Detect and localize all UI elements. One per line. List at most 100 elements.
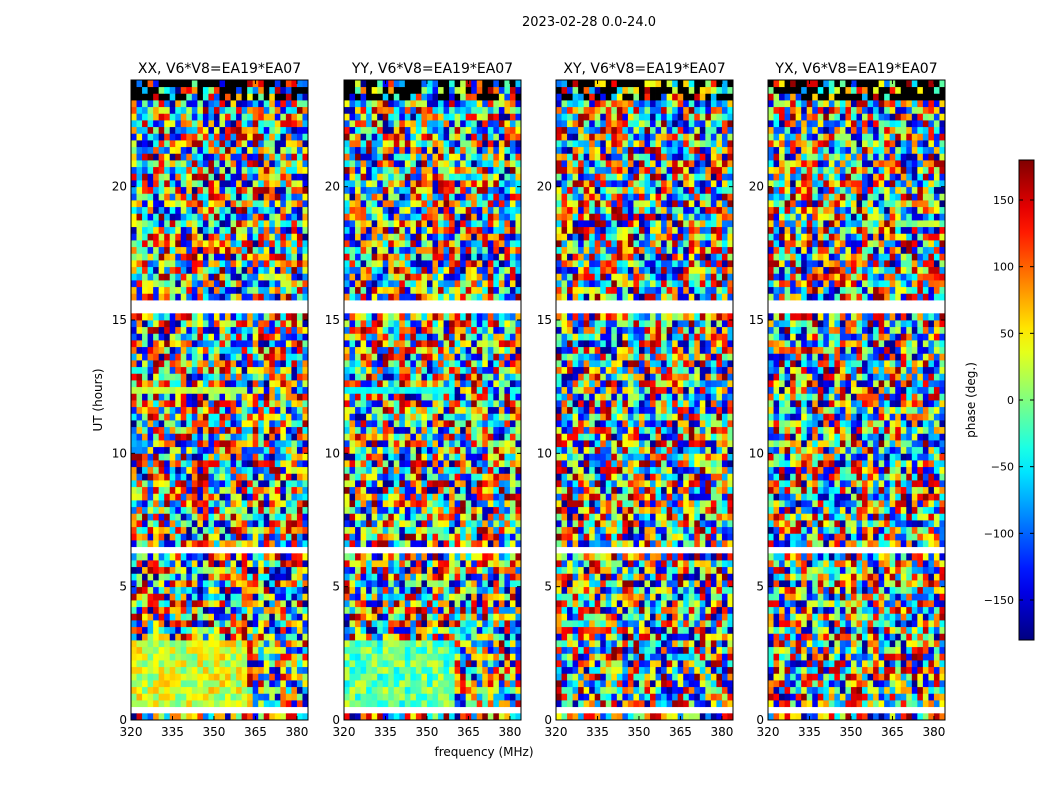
heatmap-cell xyxy=(285,433,292,441)
heatmap-cell xyxy=(164,566,171,574)
heatmap-cell xyxy=(443,320,450,328)
heatmap-cell xyxy=(208,280,215,288)
heatmap-cell xyxy=(158,360,165,368)
heatmap-cell xyxy=(186,620,193,628)
heatmap-cell xyxy=(208,646,215,654)
heatmap-cell xyxy=(186,286,193,294)
heatmap-cell xyxy=(274,260,281,268)
heatmap-cell xyxy=(382,426,389,434)
heatmap-cell xyxy=(415,506,422,514)
heatmap-cell xyxy=(498,573,505,581)
heatmap-cell xyxy=(449,586,456,594)
heatmap-cell xyxy=(208,540,215,548)
heatmap-cell xyxy=(465,413,472,421)
heatmap-cell xyxy=(285,366,292,374)
heatmap-cell xyxy=(509,713,516,721)
heatmap-cell xyxy=(280,173,287,181)
heatmap-cell xyxy=(175,100,182,108)
heatmap-cell xyxy=(269,513,276,521)
heatmap-cell xyxy=(344,333,350,341)
heatmap-cell xyxy=(191,366,198,374)
heatmap-cell xyxy=(191,93,198,101)
heatmap-cell xyxy=(197,160,204,168)
heatmap-cell xyxy=(153,486,160,494)
heatmap-cell xyxy=(482,513,489,521)
heatmap-cell xyxy=(158,560,165,568)
heatmap-cell xyxy=(236,333,243,341)
heatmap-cell xyxy=(202,480,209,488)
heatmap-cell xyxy=(371,386,378,394)
heatmap-cell xyxy=(471,360,478,368)
heatmap-cell xyxy=(219,286,226,294)
heatmap-cell xyxy=(476,380,483,388)
heatmap-cell xyxy=(258,240,265,248)
heatmap-cell xyxy=(153,240,160,248)
heatmap-cell xyxy=(382,326,389,334)
heatmap-cell xyxy=(131,620,137,628)
heatmap-cell xyxy=(504,486,511,494)
heatmap-cell xyxy=(263,166,270,174)
heatmap-cell xyxy=(247,273,254,281)
heatmap-cell xyxy=(476,280,483,288)
heatmap-cell xyxy=(208,80,215,88)
heatmap-cell xyxy=(432,653,439,661)
heatmap-cell xyxy=(349,540,356,548)
heatmap-cell xyxy=(280,106,287,114)
heatmap-cell xyxy=(399,293,406,301)
heatmap-cell xyxy=(252,480,259,488)
heatmap-cell xyxy=(460,553,467,561)
heatmap-cell xyxy=(443,333,450,341)
heatmap-cell xyxy=(230,500,237,508)
heatmap-cell xyxy=(415,486,422,494)
heatmap-cell xyxy=(213,580,220,588)
heatmap-cell xyxy=(377,393,384,401)
heatmap-cell xyxy=(371,446,378,454)
heatmap-cell xyxy=(175,606,182,614)
heatmap-cell xyxy=(388,553,395,561)
heatmap-cell xyxy=(476,700,483,708)
heatmap-cell xyxy=(280,246,287,254)
heatmap-cell xyxy=(302,166,309,174)
heatmap-cell xyxy=(236,246,243,254)
heatmap-cell xyxy=(136,486,143,494)
heatmap-cell xyxy=(355,593,361,601)
heatmap-cell xyxy=(258,193,265,201)
heatmap-cell xyxy=(432,646,439,654)
heatmap-cell xyxy=(498,453,505,461)
heatmap-cell xyxy=(280,326,287,334)
heatmap-cell xyxy=(487,560,494,568)
heatmap-cell xyxy=(302,493,309,501)
heatmap-cell xyxy=(191,606,198,614)
heatmap-cell xyxy=(349,473,356,481)
heatmap-cell xyxy=(515,486,522,494)
heatmap-cell xyxy=(241,173,248,181)
heatmap-cell xyxy=(449,693,456,701)
heatmap-cell xyxy=(197,373,204,381)
heatmap-cell xyxy=(438,620,444,628)
heatmap-cell xyxy=(366,493,373,501)
heatmap-cell xyxy=(399,560,406,568)
heatmap-cell xyxy=(415,693,422,701)
heatmap-cell xyxy=(515,453,522,461)
heatmap-cell xyxy=(355,273,361,281)
heatmap-cell xyxy=(426,493,433,501)
heatmap-cell xyxy=(213,466,220,474)
heatmap-cell xyxy=(142,113,148,121)
heatmap-cell xyxy=(460,426,467,434)
heatmap-cell xyxy=(471,466,478,474)
heatmap-cell xyxy=(131,366,137,374)
heatmap-cell xyxy=(274,460,281,468)
heatmap-cell xyxy=(208,353,215,361)
heatmap-cell xyxy=(280,160,287,168)
heatmap-cell xyxy=(438,400,444,408)
heatmap-cell xyxy=(202,160,209,168)
heatmap-cell xyxy=(296,486,303,494)
heatmap-cell xyxy=(241,273,248,281)
heatmap-cell xyxy=(131,393,137,401)
heatmap-cell xyxy=(180,186,187,194)
heatmap-cell xyxy=(208,573,215,581)
heatmap-cell xyxy=(136,400,143,408)
heatmap-cell xyxy=(252,626,259,634)
heatmap-cell xyxy=(175,346,182,354)
heatmap-cell xyxy=(487,660,494,668)
